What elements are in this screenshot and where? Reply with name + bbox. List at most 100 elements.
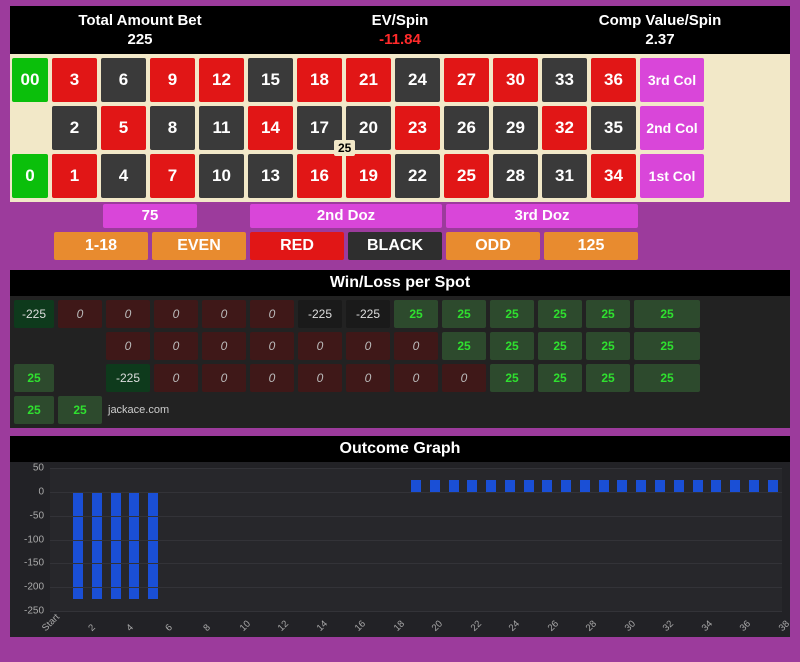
wl-cell: 0: [106, 332, 150, 360]
half-bet-118[interactable]: 1-18: [54, 232, 148, 260]
bar: [73, 492, 83, 599]
zero-00[interactable]: 00: [12, 58, 48, 102]
bet-chip-75[interactable]: 75: [103, 204, 197, 228]
zero-0[interactable]: 0: [12, 154, 48, 198]
wl-cell: 0: [154, 300, 198, 328]
bar: [636, 480, 646, 492]
wl-cell: 25: [490, 300, 534, 328]
wl-cell: 25: [538, 364, 582, 392]
number-10[interactable]: 10: [199, 154, 244, 198]
number-28[interactable]: 28: [493, 154, 538, 198]
bar: [467, 480, 477, 492]
gridline: [50, 492, 782, 493]
number-35[interactable]: 35: [591, 106, 636, 150]
number-2[interactable]: 2: [52, 106, 97, 150]
xtick: 34: [700, 619, 715, 634]
number-23[interactable]: 23: [395, 106, 440, 150]
wl-cell: -225: [298, 300, 342, 328]
bet-chip-125[interactable]: 125: [544, 232, 638, 260]
number-14[interactable]: 14: [248, 106, 293, 150]
wl-cell: 0: [346, 364, 390, 392]
bar: [430, 480, 440, 492]
number-16[interactable]: 16: [297, 154, 342, 198]
stat-total-label: Total Amount Bet: [10, 12, 270, 29]
number-29[interactable]: 29: [493, 106, 538, 150]
xtick: 24: [507, 619, 522, 634]
wl-cell: 25: [586, 300, 630, 328]
half-bet-red[interactable]: RED: [250, 232, 344, 260]
number-22[interactable]: 22: [395, 154, 440, 198]
ytick: 0: [38, 486, 44, 497]
bar: [561, 480, 571, 492]
site-credit: jackace.com: [106, 396, 150, 424]
number-25[interactable]: 25: [444, 154, 489, 198]
wl-cell: 0: [442, 364, 486, 392]
bar: [111, 492, 121, 599]
half-bet-even[interactable]: EVEN: [152, 232, 246, 260]
bar: [449, 480, 459, 492]
number-32[interactable]: 32: [542, 106, 587, 150]
number-15[interactable]: 15: [248, 58, 293, 102]
number-9[interactable]: 9: [150, 58, 195, 102]
wl-cell: 25: [442, 300, 486, 328]
stat-total-value: 225: [10, 31, 270, 48]
number-11[interactable]: 11: [199, 106, 244, 150]
dozen-row: 75 2nd Doz3rd Doz: [12, 202, 788, 230]
wl-blank: [14, 332, 54, 360]
xtick: 4: [124, 622, 136, 634]
ytick: -150: [24, 558, 44, 569]
wl-cell: 0: [106, 300, 150, 328]
bar: [599, 480, 609, 492]
dozen-3[interactable]: 3rd Doz: [446, 204, 638, 228]
number-19[interactable]: 19: [346, 154, 391, 198]
stat-ev-value: -11.84: [270, 31, 530, 48]
number-13[interactable]: 13: [248, 154, 293, 198]
zero-spacer: [12, 106, 48, 150]
bar: [617, 480, 627, 492]
bar: [411, 480, 421, 492]
gridline: [50, 611, 782, 612]
dozen-2[interactable]: 2nd Doz: [250, 204, 442, 228]
number-1[interactable]: 1: [52, 154, 97, 198]
number-4[interactable]: 4: [101, 154, 146, 198]
column-bet-1[interactable]: 1st Col: [640, 154, 704, 198]
xtick: 2: [86, 622, 98, 634]
wl-cell: 0: [202, 332, 246, 360]
wl-cell: 25: [490, 364, 534, 392]
bet-chip-25[interactable]: 25: [334, 140, 355, 156]
half-bet-odd[interactable]: ODD: [446, 232, 540, 260]
number-8[interactable]: 8: [150, 106, 195, 150]
wl-cell: 0: [58, 300, 102, 328]
number-12[interactable]: 12: [199, 58, 244, 102]
column-bet-2[interactable]: 2nd Col: [640, 106, 704, 150]
wl-zero-1: [58, 332, 102, 360]
number-34[interactable]: 34: [591, 154, 636, 198]
xtick: 16: [353, 619, 368, 634]
number-27[interactable]: 27: [444, 58, 489, 102]
wl-zero-2: -225: [106, 364, 150, 392]
wl-cell: 0: [202, 300, 246, 328]
bar: [580, 480, 590, 492]
wl-cell: 25: [634, 364, 700, 392]
column-bet-3[interactable]: 3rd Col: [640, 58, 704, 102]
number-31[interactable]: 31: [542, 154, 587, 198]
number-21[interactable]: 21: [346, 58, 391, 102]
number-7[interactable]: 7: [150, 154, 195, 198]
number-6[interactable]: 6: [101, 58, 146, 102]
number-18[interactable]: 18: [297, 58, 342, 102]
half-bet-black[interactable]: BLACK: [348, 232, 442, 260]
number-26[interactable]: 26: [444, 106, 489, 150]
gridline: [50, 563, 782, 564]
number-5[interactable]: 5: [101, 106, 146, 150]
bar: [524, 480, 534, 492]
gridline: [50, 540, 782, 541]
stat-comp: Comp Value/Spin 2.37: [530, 12, 790, 48]
roulette-board: 003691215182124273033363rd Col2581114172…: [10, 56, 790, 200]
number-24[interactable]: 24: [395, 58, 440, 102]
number-33[interactable]: 33: [542, 58, 587, 102]
number-30[interactable]: 30: [493, 58, 538, 102]
number-3[interactable]: 3: [52, 58, 97, 102]
wl-cell: 0: [346, 332, 390, 360]
number-36[interactable]: 36: [591, 58, 636, 102]
wl-cell: -225: [346, 300, 390, 328]
